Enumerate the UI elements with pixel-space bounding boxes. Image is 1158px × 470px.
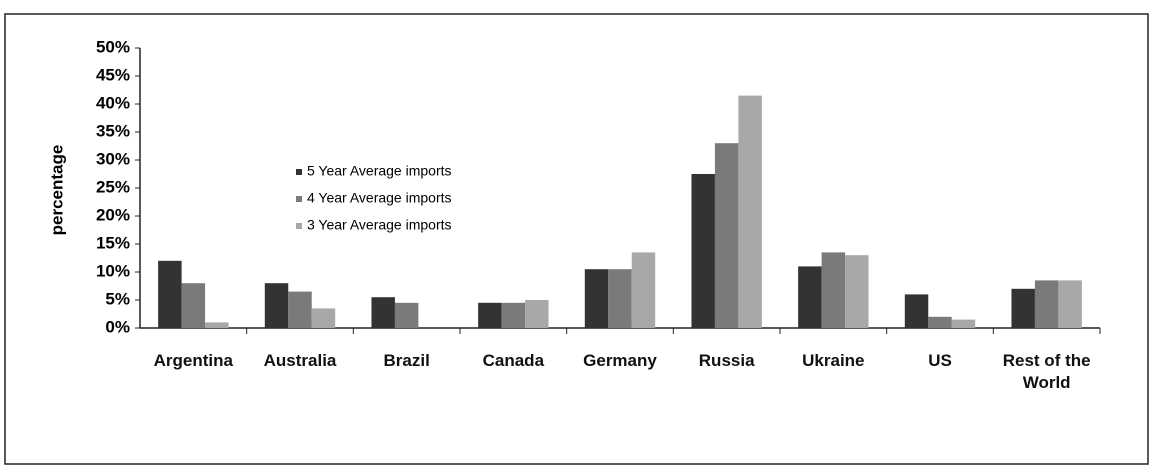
bar: [928, 316, 952, 328]
bar: [371, 297, 395, 328]
y-axis-label: percentage: [47, 145, 66, 236]
bar: [821, 252, 846, 328]
bar: [631, 252, 656, 328]
bar: [1058, 280, 1082, 328]
x-tick-label: Rest of the World: [1002, 351, 1091, 392]
legend-swatch: [296, 169, 302, 175]
y-tick-label: 40%: [96, 93, 130, 112]
bar: [584, 269, 609, 328]
y-tick-label: 20%: [96, 205, 130, 224]
y-tick-label: 15%: [96, 233, 130, 252]
y-tick-label: 5%: [105, 289, 130, 308]
x-tick-label: Brazil: [383, 351, 430, 370]
y-tick-label: 50%: [96, 37, 130, 56]
bar: [311, 308, 336, 328]
bar: [714, 143, 739, 328]
x-tick-label: Argentina: [153, 351, 233, 370]
legend-label: 4 Year Average imports: [307, 190, 452, 206]
bar: [951, 319, 976, 328]
bar: [394, 302, 419, 328]
x-tick-label: Australia: [263, 351, 337, 370]
bar: [904, 294, 929, 328]
y-tick-label: 30%: [96, 149, 130, 168]
bar: [845, 255, 869, 328]
x-tick-label: Germany: [583, 351, 657, 370]
legend-swatch: [296, 223, 302, 229]
bar: [691, 174, 715, 328]
bar: [264, 283, 289, 328]
bar: [1011, 288, 1035, 328]
y-tick-label: 45%: [96, 65, 130, 84]
bar: [608, 269, 632, 328]
bar: [158, 260, 182, 328]
y-tick-label: 35%: [96, 121, 130, 140]
legend-label: 3 Year Average imports: [307, 217, 452, 233]
x-tick-label: US: [928, 351, 952, 370]
y-tick-label: 10%: [96, 261, 130, 280]
bar: [501, 302, 526, 328]
bar: [1034, 280, 1059, 328]
bar: [478, 302, 502, 328]
x-tick-label: Ukraine: [802, 351, 865, 370]
bar: [798, 266, 822, 328]
x-tick-label: Canada: [482, 351, 545, 370]
legend-swatch: [296, 196, 302, 202]
y-tick-label: 0%: [105, 317, 130, 336]
x-tick-label: Russia: [698, 351, 755, 370]
bar: [525, 300, 549, 328]
bar: [738, 95, 762, 328]
legend-label: 5 Year Average imports: [307, 163, 452, 179]
bar: [205, 322, 229, 328]
chart-border: [4, 13, 1149, 465]
bar: [288, 291, 312, 328]
bar: [181, 283, 206, 328]
y-tick-label: 25%: [96, 177, 130, 196]
